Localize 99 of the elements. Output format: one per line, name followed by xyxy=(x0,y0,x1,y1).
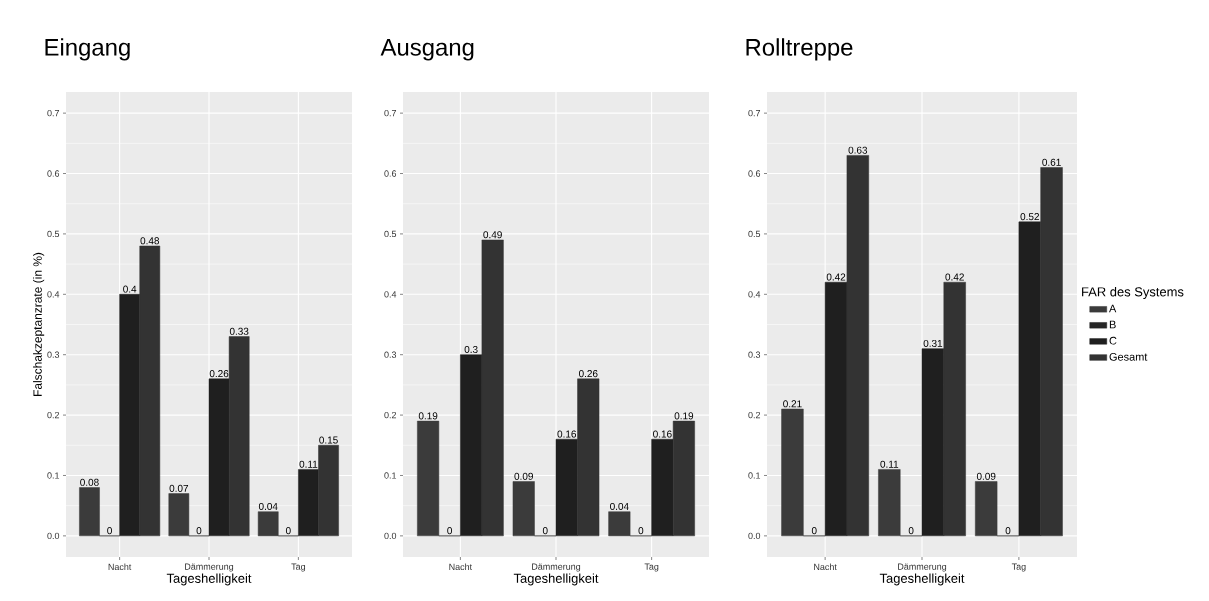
legend-label: C xyxy=(1109,336,1117,345)
y-tick-label: 0.3 xyxy=(47,351,60,358)
data-label: 0.33 xyxy=(229,327,249,335)
y-tick-label: 0.7 xyxy=(748,109,761,117)
data-label: 0.04 xyxy=(258,502,278,510)
y-tick-label: 0.3 xyxy=(384,351,397,358)
data-label: 0.26 xyxy=(578,370,598,378)
y-tick-label: 0.0 xyxy=(47,532,60,540)
x-axis-title: Tageshelligkeit xyxy=(879,573,965,586)
data-label: 0.31 xyxy=(923,339,943,347)
y-tick-label: 0.4 xyxy=(47,291,60,298)
bar xyxy=(168,493,190,537)
y-tick-label: 0.5 xyxy=(384,230,397,238)
bar xyxy=(481,239,504,537)
bar xyxy=(672,420,695,537)
x-tick-label: Nacht xyxy=(449,563,473,571)
data-label: 0.04 xyxy=(610,502,629,510)
data-label: 0 xyxy=(638,527,644,535)
x-axis-title: Tageshelligkeit xyxy=(513,573,599,586)
data-label: 0 xyxy=(285,527,291,535)
data-label: 0.42 xyxy=(945,273,964,281)
bar xyxy=(878,469,901,537)
data-label: 0.61 xyxy=(1042,158,1061,166)
x-tick-label: Tag xyxy=(1011,563,1026,572)
data-label: 0.52 xyxy=(1020,213,1039,221)
y-tick-label: 0.5 xyxy=(47,230,60,238)
x-tick-label: Tag xyxy=(291,563,306,572)
bar xyxy=(781,408,804,537)
x-axis-title: Tageshelligkeit xyxy=(166,573,252,586)
bar xyxy=(318,445,339,537)
x-tick-label: Nacht xyxy=(108,563,132,571)
data-label: 0 xyxy=(542,527,548,535)
data-label: 0.09 xyxy=(514,472,533,480)
legend-label: Gesamt xyxy=(1109,352,1148,361)
chart-title: Rolltreppe xyxy=(746,38,853,61)
bar xyxy=(943,281,966,537)
data-label: 0 xyxy=(1005,527,1011,535)
data-label: 0.19 xyxy=(674,412,694,420)
y-tick-label: 0.0 xyxy=(748,532,761,540)
data-label: 0.3 xyxy=(464,345,478,353)
y-tick-label: 0.3 xyxy=(748,351,761,358)
y-tick-label: 0.7 xyxy=(384,109,397,117)
data-label: 0.16 xyxy=(557,430,577,438)
bar xyxy=(608,511,631,537)
y-tick-label: 0.7 xyxy=(47,109,60,117)
y-tick-label: 0.6 xyxy=(748,170,761,177)
legend-label: B xyxy=(1109,320,1116,329)
bar xyxy=(139,245,161,537)
chart-title: Ausgang xyxy=(380,39,474,61)
data-label: 0.48 xyxy=(140,237,160,245)
bar xyxy=(975,481,998,537)
bar xyxy=(512,481,535,537)
y-tick-label: 0.1 xyxy=(748,472,761,479)
chart-title: Eingang xyxy=(45,38,130,61)
data-label: 0.4 xyxy=(123,285,137,293)
bar xyxy=(228,336,250,537)
x-tick-label: Nacht xyxy=(814,563,837,571)
data-label: 0.16 xyxy=(653,430,672,438)
legend-label: A xyxy=(1109,304,1117,313)
y-tick-label: 0.1 xyxy=(47,472,60,479)
y-tick-label: 0.2 xyxy=(47,411,60,419)
data-label: 0.09 xyxy=(976,472,996,480)
data-label: 0.26 xyxy=(209,370,229,378)
data-label: 0.63 xyxy=(848,146,868,154)
data-label: 0.42 xyxy=(826,273,846,281)
data-label: 0 xyxy=(447,527,453,535)
y-tick-label: 0.5 xyxy=(748,230,761,238)
bar xyxy=(79,487,100,537)
data-label: 0 xyxy=(107,527,112,535)
bar xyxy=(1040,167,1063,537)
y-tick-label: 0.4 xyxy=(748,291,761,298)
data-label: 0.21 xyxy=(783,400,802,408)
data-label: 0 xyxy=(811,527,817,535)
y-tick-label: 0.2 xyxy=(748,411,761,419)
data-label: 0.11 xyxy=(880,460,899,468)
data-label: 0 xyxy=(196,527,202,535)
data-label: 0.19 xyxy=(418,412,438,420)
data-label: 0.15 xyxy=(319,436,338,444)
x-tick-label: Dämmerung xyxy=(898,563,947,572)
data-label: 0.11 xyxy=(299,460,318,468)
bar xyxy=(846,155,869,537)
bar xyxy=(577,378,600,537)
x-tick-label: Tag xyxy=(644,563,659,572)
data-label: 0.07 xyxy=(169,484,189,492)
data-label: 0 xyxy=(908,527,914,535)
y-tick-label: 0.6 xyxy=(47,170,60,177)
y-tick-label: 0.6 xyxy=(384,170,397,177)
y-tick-label: 0.2 xyxy=(384,411,397,419)
data-label: 0.08 xyxy=(80,478,99,486)
y-tick-label: 0.0 xyxy=(384,532,397,540)
data-label: 0.49 xyxy=(483,231,502,239)
x-tick-label: Dämmerung xyxy=(185,563,234,572)
bar xyxy=(257,511,279,537)
legend-title: FAR des Systems xyxy=(1082,286,1184,299)
x-tick-label: Dämmerung xyxy=(532,563,581,572)
y-tick-label: 0.4 xyxy=(384,291,397,298)
y-axis-title: Falschakzeptanzrate (in %) xyxy=(33,252,45,396)
bar xyxy=(417,420,440,537)
y-tick-label: 0.1 xyxy=(384,472,397,479)
